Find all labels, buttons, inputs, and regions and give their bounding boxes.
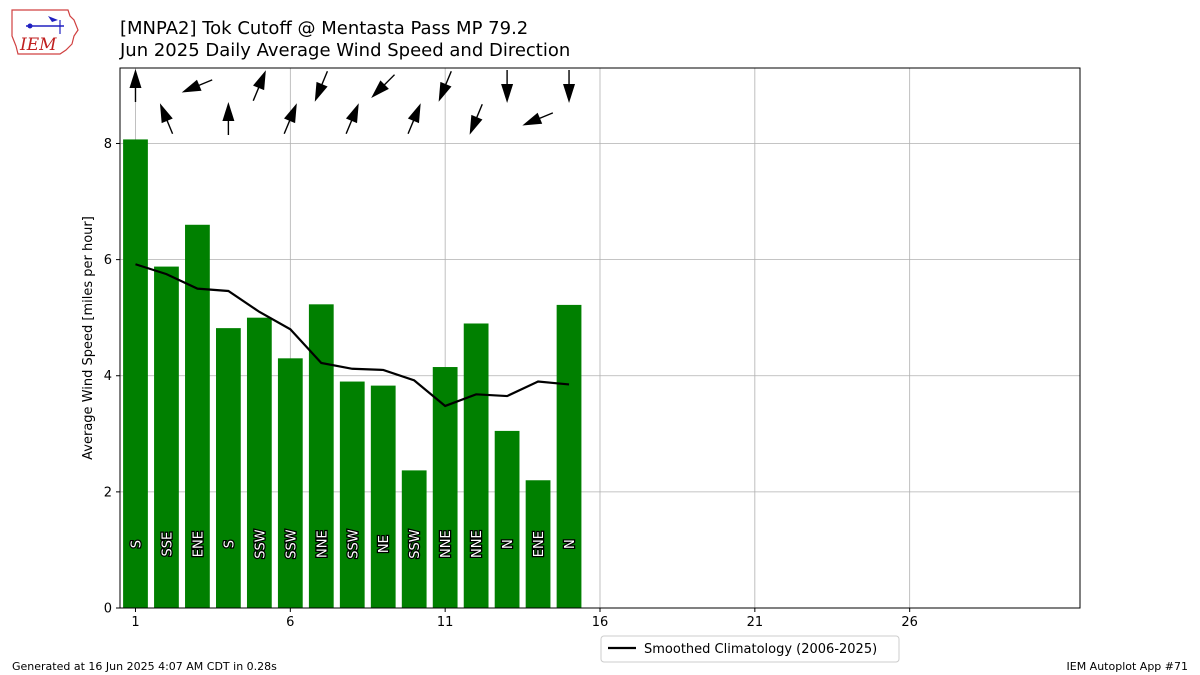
wind-direction-arrow <box>252 70 266 102</box>
wind-speed-bar <box>556 304 582 608</box>
wind-speed-bar <box>154 266 179 608</box>
wind-direction-arrow <box>129 69 142 102</box>
wind-direction-arrow <box>469 103 483 135</box>
wind-direction-arrow <box>522 112 554 126</box>
y-tick-label: 6 <box>104 253 112 268</box>
wind-speed-bar <box>494 430 520 608</box>
y-tick-label: 4 <box>104 369 112 384</box>
wind-direction-arrow <box>438 70 452 102</box>
direction-label: S <box>129 540 144 548</box>
direction-label: SSW <box>346 529 361 559</box>
wind-direction-arrow <box>345 103 359 135</box>
footer-generated: Generated at 16 Jun 2025 4:07 AM CDT in … <box>12 660 277 673</box>
direction-label: ENE <box>532 531 547 557</box>
direction-label: NNE <box>315 530 330 558</box>
x-tick-label: 1 <box>131 615 139 630</box>
chart-title: [MNPA2] Tok Cutoff @ Mentasta Pass MP 79… <box>120 18 529 39</box>
iem-logo: IEM <box>8 6 80 62</box>
y-tick-label: 0 <box>104 602 112 617</box>
x-tick-label: 16 <box>592 615 609 630</box>
legend-label: Smoothed Climatology (2006-2025) <box>644 642 877 657</box>
wind-speed-bar <box>370 385 396 608</box>
y-tick-label: 8 <box>104 137 112 152</box>
wind-direction-arrow <box>283 103 297 135</box>
wind-speed-bar <box>308 304 334 608</box>
wind-speed-bar <box>277 358 303 608</box>
wind-speed-bar <box>339 381 365 608</box>
legend: Smoothed Climatology (2006-2025) <box>600 635 900 663</box>
direction-label: NNE <box>470 530 485 558</box>
direction-label: N <box>501 539 516 549</box>
wind-direction-arrow <box>371 74 396 99</box>
wind-speed-bar <box>246 317 272 608</box>
wind-direction-arrow <box>501 70 514 103</box>
footer-app: IEM Autoplot App #71 <box>1066 660 1189 673</box>
wind-speed-bar <box>123 139 148 608</box>
direction-label: S <box>222 540 237 548</box>
y-tick-label: 2 <box>104 485 112 500</box>
direction-label: ENE <box>191 531 206 557</box>
direction-label: NE <box>377 535 392 553</box>
wind-speed-bar <box>401 470 427 608</box>
wind-speed-bar <box>463 323 489 608</box>
direction-label: SSE <box>160 532 175 557</box>
direction-label: SSW <box>253 529 268 559</box>
y-axis-label: Average Wind Speed [miles per hour] <box>81 216 96 460</box>
direction-label: N <box>563 539 578 549</box>
wind-direction-arrow <box>159 103 174 135</box>
x-tick-label: 6 <box>286 615 294 630</box>
x-tick-label: 26 <box>901 615 918 630</box>
x-tick-label: 11 <box>437 615 454 630</box>
wind-direction-arrow <box>563 70 576 103</box>
wind-speed-bar <box>525 480 551 608</box>
logo-text: IEM <box>19 35 57 55</box>
wind-speed-bar <box>216 328 241 608</box>
direction-label: SSW <box>408 529 423 559</box>
wind-direction-arrow <box>314 70 329 102</box>
direction-label: NNE <box>439 530 454 558</box>
direction-label: SSW <box>284 529 299 559</box>
chart-subtitle: Jun 2025 Daily Average Wind Speed and Di… <box>120 40 571 61</box>
wind-direction-arrow <box>181 79 213 93</box>
climatology-line <box>135 263 570 408</box>
wind-speed-bar <box>432 367 458 608</box>
x-tick-label: 21 <box>747 615 764 630</box>
wind-direction-arrow <box>407 103 421 135</box>
wind-direction-arrow <box>222 102 235 135</box>
